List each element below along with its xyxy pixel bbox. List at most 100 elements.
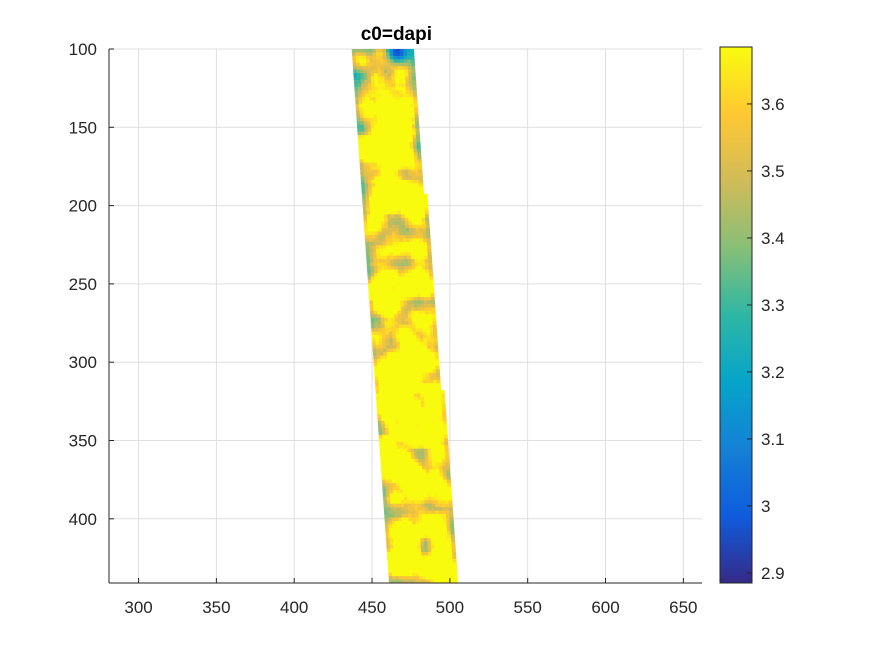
heatmap-cell xyxy=(402,186,407,191)
heatmap-cell xyxy=(394,224,399,229)
heatmap-cell xyxy=(413,345,418,350)
heatmap-cell xyxy=(415,421,420,426)
heatmap-cell xyxy=(371,179,376,184)
heatmap-cell xyxy=(374,269,379,274)
heatmap-cell xyxy=(386,248,391,253)
heatmap-cell xyxy=(417,448,422,453)
heatmap-cell xyxy=(360,121,365,126)
heatmap-cell xyxy=(380,310,385,315)
heatmap-cell xyxy=(431,503,436,508)
heatmap-cell xyxy=(437,445,442,450)
heatmap-cell xyxy=(439,476,444,481)
heatmap-cell xyxy=(384,124,389,129)
heatmap-cell xyxy=(392,486,397,491)
heatmap-cell xyxy=(426,438,431,443)
heatmap-cell xyxy=(423,479,428,484)
heatmap-cell xyxy=(423,290,428,295)
heatmap-cell xyxy=(433,531,438,536)
heatmap-cell xyxy=(363,166,368,171)
heatmap-cell xyxy=(364,179,369,184)
heatmap-cell xyxy=(419,431,424,436)
heatmap-cell xyxy=(397,303,402,308)
heatmap-cell xyxy=(410,204,415,209)
heatmap-cell xyxy=(425,462,430,467)
heatmap-cell xyxy=(406,583,410,587)
heatmap-cell xyxy=(378,93,383,98)
heatmap-cell xyxy=(406,142,411,147)
heatmap-cell xyxy=(361,86,366,91)
heatmap-cell xyxy=(376,403,381,408)
heatmap-cell xyxy=(391,124,396,129)
heatmap-cell xyxy=(387,317,392,322)
heatmap-cell xyxy=(408,269,413,274)
heatmap-cell xyxy=(377,221,382,226)
heatmap-cell xyxy=(368,186,373,191)
heatmap-cell xyxy=(361,186,366,191)
heatmap-cell xyxy=(428,462,433,467)
heatmap-cell xyxy=(380,307,385,312)
heatmap-cell xyxy=(418,365,423,370)
heatmap-cell xyxy=(420,489,425,495)
heatmap-cell xyxy=(393,452,398,457)
heatmap-cell xyxy=(386,111,391,116)
heatmap-cell xyxy=(389,93,394,98)
heatmap-cell xyxy=(371,183,376,188)
heatmap-cell xyxy=(392,197,397,202)
heatmap-cell xyxy=(408,514,413,519)
heatmap-cell xyxy=(422,328,427,333)
heatmap-cell xyxy=(413,290,418,295)
heatmap-cell xyxy=(407,555,412,560)
heatmap-cell xyxy=(395,372,400,377)
heatmap-cell xyxy=(417,348,422,353)
heatmap-cell xyxy=(400,551,405,557)
heatmap-cell xyxy=(405,524,410,529)
heatmap-cell xyxy=(420,445,425,450)
heatmap-cell xyxy=(398,86,403,91)
heatmap-cell xyxy=(419,520,424,526)
heatmap-cell xyxy=(410,489,415,495)
heatmap-cell xyxy=(433,579,438,583)
heatmap-cell xyxy=(434,548,439,553)
heatmap-cell xyxy=(412,235,417,240)
heatmap-cell xyxy=(386,445,391,450)
heatmap-cell xyxy=(379,100,384,105)
heatmap-cell xyxy=(403,204,408,209)
heatmap-cell xyxy=(407,455,412,460)
heatmap-cell xyxy=(397,210,402,215)
heatmap-cell xyxy=(369,100,374,105)
heatmap-cell xyxy=(380,458,385,464)
heatmap-cell xyxy=(422,465,427,470)
heatmap-cell xyxy=(448,500,453,505)
heatmap-cell xyxy=(376,303,381,308)
heatmap-cell xyxy=(393,455,398,460)
heatmap-cell xyxy=(397,462,402,467)
heatmap-cell xyxy=(387,69,392,74)
heatmap-cell xyxy=(422,228,427,233)
heatmap-cell xyxy=(405,279,410,284)
heatmap-cell xyxy=(375,100,380,105)
heatmap-cell xyxy=(415,317,420,322)
heatmap-cell xyxy=(390,307,395,312)
heatmap-cell xyxy=(399,142,404,147)
heatmap-cell xyxy=(389,293,394,298)
heatmap-cell xyxy=(357,76,362,81)
heatmap-cell xyxy=(388,334,393,339)
heatmap-cell xyxy=(424,352,429,357)
heatmap-cell xyxy=(396,197,401,202)
heatmap-cell xyxy=(401,124,406,129)
heatmap-cell xyxy=(427,297,432,302)
heatmap-cell xyxy=(420,438,425,443)
heatmap-cell xyxy=(406,434,411,439)
heatmap-cell xyxy=(426,483,431,488)
heatmap-cell xyxy=(410,551,415,557)
heatmap-cell xyxy=(415,417,420,422)
heatmap-cell xyxy=(398,472,403,477)
heatmap-cell xyxy=(448,496,453,501)
heatmap-cell xyxy=(392,286,397,291)
heatmap-cell xyxy=(436,383,441,388)
heatmap-cell xyxy=(389,145,394,150)
heatmap-cell xyxy=(392,186,397,191)
heatmap-cell xyxy=(403,541,408,546)
heatmap-cell xyxy=(426,283,431,288)
heatmap-cell xyxy=(363,173,368,178)
